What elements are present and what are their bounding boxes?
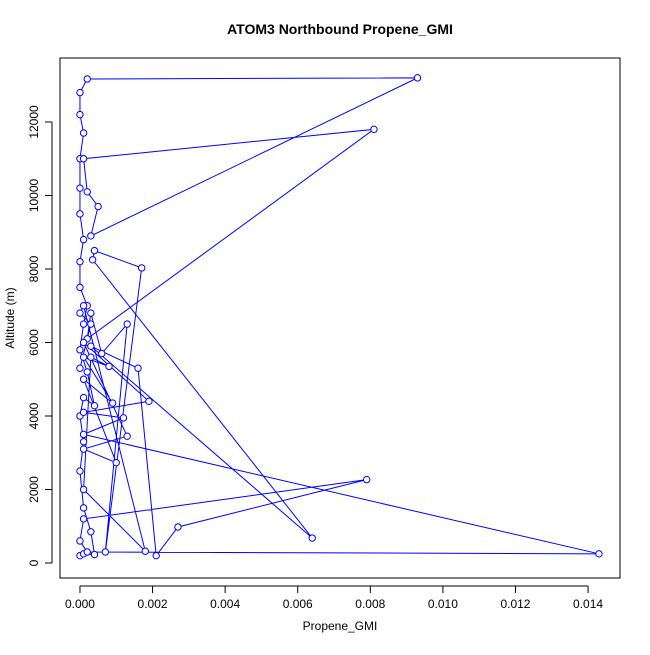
data-point bbox=[119, 414, 128, 422]
data-point bbox=[123, 432, 131, 440]
data-point bbox=[79, 338, 88, 347]
data-point bbox=[79, 438, 88, 446]
x-tick-label: 0.006 bbox=[283, 597, 313, 611]
data-point bbox=[90, 402, 99, 410]
data-point bbox=[308, 534, 316, 542]
data-point bbox=[87, 342, 95, 350]
y-axis-label: Altitude (m) bbox=[3, 287, 17, 348]
data-point bbox=[83, 368, 91, 376]
data-point bbox=[145, 397, 153, 405]
data-point bbox=[141, 547, 149, 555]
data-point bbox=[105, 362, 113, 371]
y-tick-label: 0 bbox=[27, 559, 41, 566]
data-point bbox=[83, 188, 91, 196]
data-point bbox=[152, 551, 160, 560]
data-point bbox=[87, 232, 95, 240]
y-tick-label: 10000 bbox=[27, 178, 41, 212]
data-point bbox=[90, 246, 99, 255]
data-point bbox=[79, 129, 88, 137]
data-point bbox=[79, 485, 88, 494]
data-point bbox=[83, 548, 91, 556]
y-tick-label: 8000 bbox=[27, 255, 41, 282]
data-point bbox=[83, 75, 91, 83]
data-point bbox=[87, 528, 95, 536]
x-tick-label: 0.000 bbox=[65, 597, 95, 611]
data-point bbox=[90, 550, 99, 559]
data-point bbox=[137, 264, 146, 272]
data-point bbox=[79, 302, 88, 310]
data-point bbox=[112, 458, 120, 467]
data-point bbox=[76, 210, 84, 218]
data-point bbox=[76, 257, 84, 266]
data-point bbox=[79, 155, 88, 163]
data-point bbox=[76, 184, 84, 192]
data-point bbox=[76, 88, 84, 97]
x-tick-label: 0.012 bbox=[500, 597, 530, 611]
data-point bbox=[79, 353, 88, 361]
x-tick-label: 0.014 bbox=[573, 597, 603, 611]
data-point bbox=[76, 537, 84, 545]
data-point bbox=[88, 256, 97, 264]
data-point bbox=[370, 125, 378, 134]
data-point bbox=[174, 523, 182, 531]
data-point bbox=[134, 364, 142, 372]
data-point bbox=[87, 309, 95, 317]
data-point bbox=[123, 320, 131, 328]
data-point bbox=[87, 353, 95, 361]
data-point bbox=[79, 504, 88, 512]
x-tick-label: 0.004 bbox=[210, 597, 240, 611]
x-axis-label: Propene_GMI bbox=[303, 619, 378, 633]
data-point bbox=[76, 110, 84, 119]
y-tick-label: 2000 bbox=[27, 476, 41, 503]
y-tick-label: 4000 bbox=[27, 402, 41, 429]
y-tick-label: 12000 bbox=[27, 105, 41, 139]
data-point bbox=[79, 430, 88, 439]
data-point bbox=[108, 399, 117, 407]
data-point bbox=[79, 375, 88, 383]
data-point bbox=[595, 550, 603, 558]
data-point bbox=[79, 408, 88, 417]
x-tick-label: 0.002 bbox=[138, 597, 168, 611]
plot-frame bbox=[59, 57, 621, 579]
data-point bbox=[76, 283, 84, 292]
data-point bbox=[76, 364, 84, 372]
data-point bbox=[413, 74, 422, 82]
data-point bbox=[79, 235, 88, 244]
data-point bbox=[76, 346, 84, 354]
data-point bbox=[94, 202, 102, 211]
data-point bbox=[87, 320, 95, 328]
x-tick-label: 0.010 bbox=[428, 597, 458, 611]
data-point bbox=[101, 548, 110, 556]
data-point bbox=[79, 515, 88, 523]
data-point bbox=[76, 467, 84, 475]
data-line bbox=[79, 77, 600, 557]
data-point bbox=[79, 320, 88, 328]
data-point bbox=[98, 349, 106, 358]
chart-title: ATOM3 Northbound Propene_GMI bbox=[227, 21, 453, 37]
data-point bbox=[79, 445, 88, 453]
y-tick-label: 6000 bbox=[27, 329, 41, 356]
data-point bbox=[76, 309, 84, 317]
x-tick-label: 0.008 bbox=[355, 597, 385, 611]
data-point bbox=[79, 393, 88, 402]
data-point bbox=[362, 475, 371, 484]
